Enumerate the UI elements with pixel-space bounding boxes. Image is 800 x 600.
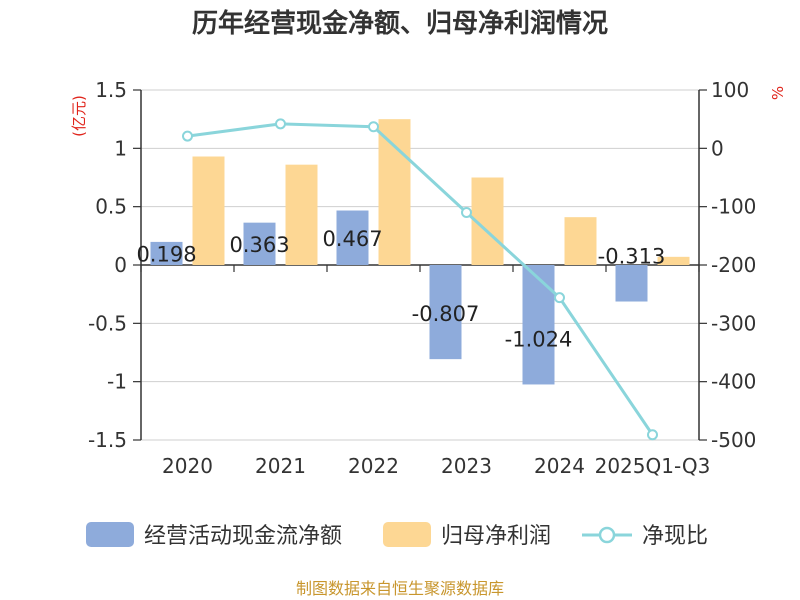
x-tick-label: 2024 — [534, 454, 585, 478]
data-label-cashflow-2023: -0.807 — [412, 302, 480, 326]
axes — [133, 89, 707, 441]
line-ratio — [187, 122, 654, 436]
bar-profit-2022 — [378, 119, 411, 266]
right-tick-label: 0 — [711, 136, 724, 160]
left-tick-label: -0.5 — [88, 311, 127, 335]
point-ratio-2022 — [368, 121, 379, 133]
data-label-cashflow-2021: 0.363 — [229, 233, 289, 257]
legend-label-ratio: 净现比 — [642, 524, 708, 549]
bar-cashflow-2023 — [429, 265, 462, 360]
right-tick-label: -300 — [711, 311, 756, 335]
left-tick-label: 0.5 — [95, 195, 127, 219]
right-tick-label: -200 — [711, 253, 756, 277]
point-ratio-2023 — [461, 207, 472, 218]
source-note: 制图数据来自恒生聚源数据库 — [296, 579, 504, 598]
left-tick-label: -1.5 — [88, 428, 127, 452]
tick-labels: 1.5 1 0.5 0 -0.5 -1 -1.5 100 0 -100 -200 -300 -400 -5… — [88, 78, 756, 478]
bar-profit-2021 — [285, 164, 318, 265]
bar-cashflow-2025Q1-Q3 — [615, 265, 648, 302]
data-label-cashflow-2024: -1.024 — [505, 327, 573, 351]
left-tick-label: -1 — [107, 370, 127, 394]
legend[interactable]: 经营活动现金流净额 归母净利润 净现比 — [86, 522, 708, 549]
left-tick-label: 1.5 — [95, 78, 127, 102]
data-labels: 0.198 0.363 0.467 -0.807 -1.024 -0.313 — [136, 227, 665, 352]
point-ratio-2025Q1-Q3 — [647, 429, 658, 441]
data-label-cashflow-2025Q1-Q3: -0.313 — [598, 245, 666, 269]
x-tick-label: 2022 — [348, 454, 399, 478]
legend-item-profit[interactable]: 归母净利润 — [383, 522, 551, 549]
left-tick-label: 0 — [114, 253, 127, 277]
bar-profit-2020 — [192, 156, 225, 265]
x-tick-label: 2023 — [441, 454, 492, 478]
right-tick-label: -400 — [711, 370, 756, 394]
right-tick-label: -100 — [711, 195, 756, 219]
legend-label-cashflow: 经营活动现金流净额 — [144, 524, 342, 549]
right-axis-unit: % — [769, 86, 787, 100]
bar-profit-2024 — [564, 217, 597, 265]
legend-item-cashflow[interactable]: 经营活动现金流净额 — [86, 522, 342, 549]
data-label-cashflow-2022: 0.467 — [322, 227, 382, 251]
legend-marker-ratio — [598, 526, 616, 544]
point-ratio-2020 — [182, 130, 193, 142]
left-tick-label: 1 — [114, 136, 127, 160]
point-ratio-2024 — [554, 292, 565, 304]
legend-label-profit: 归母净利润 — [441, 524, 551, 549]
point-ratio-2021 — [275, 118, 286, 130]
bar-cashflow-2020 — [150, 241, 183, 265]
left-axis-unit: (亿元) — [70, 95, 88, 137]
bar-marks — [150, 119, 690, 385]
x-tick-label: 2020 — [162, 454, 213, 478]
bar-cashflow-2021 — [243, 222, 276, 265]
legend-swatch-cashflow — [86, 522, 134, 547]
right-tick-label: 100 — [711, 78, 749, 102]
bar-cashflow-2022 — [336, 210, 369, 265]
right-tick-label: -500 — [711, 428, 756, 452]
line-marks — [182, 118, 658, 441]
x-tick-label: 2021 — [255, 454, 306, 478]
legend-swatch-profit — [383, 522, 431, 547]
data-label-cashflow-2020: 0.198 — [136, 242, 196, 266]
bar-profit-2025Q1-Q3 — [657, 256, 690, 265]
bar-cashflow-2024 — [522, 265, 555, 385]
chart-title: 历年经营现金净额、归母净利润情况 — [192, 8, 608, 39]
legend-item-ratio[interactable]: 净现比 — [582, 524, 708, 549]
x-tick-label: 2025Q1-Q3 — [595, 454, 711, 478]
